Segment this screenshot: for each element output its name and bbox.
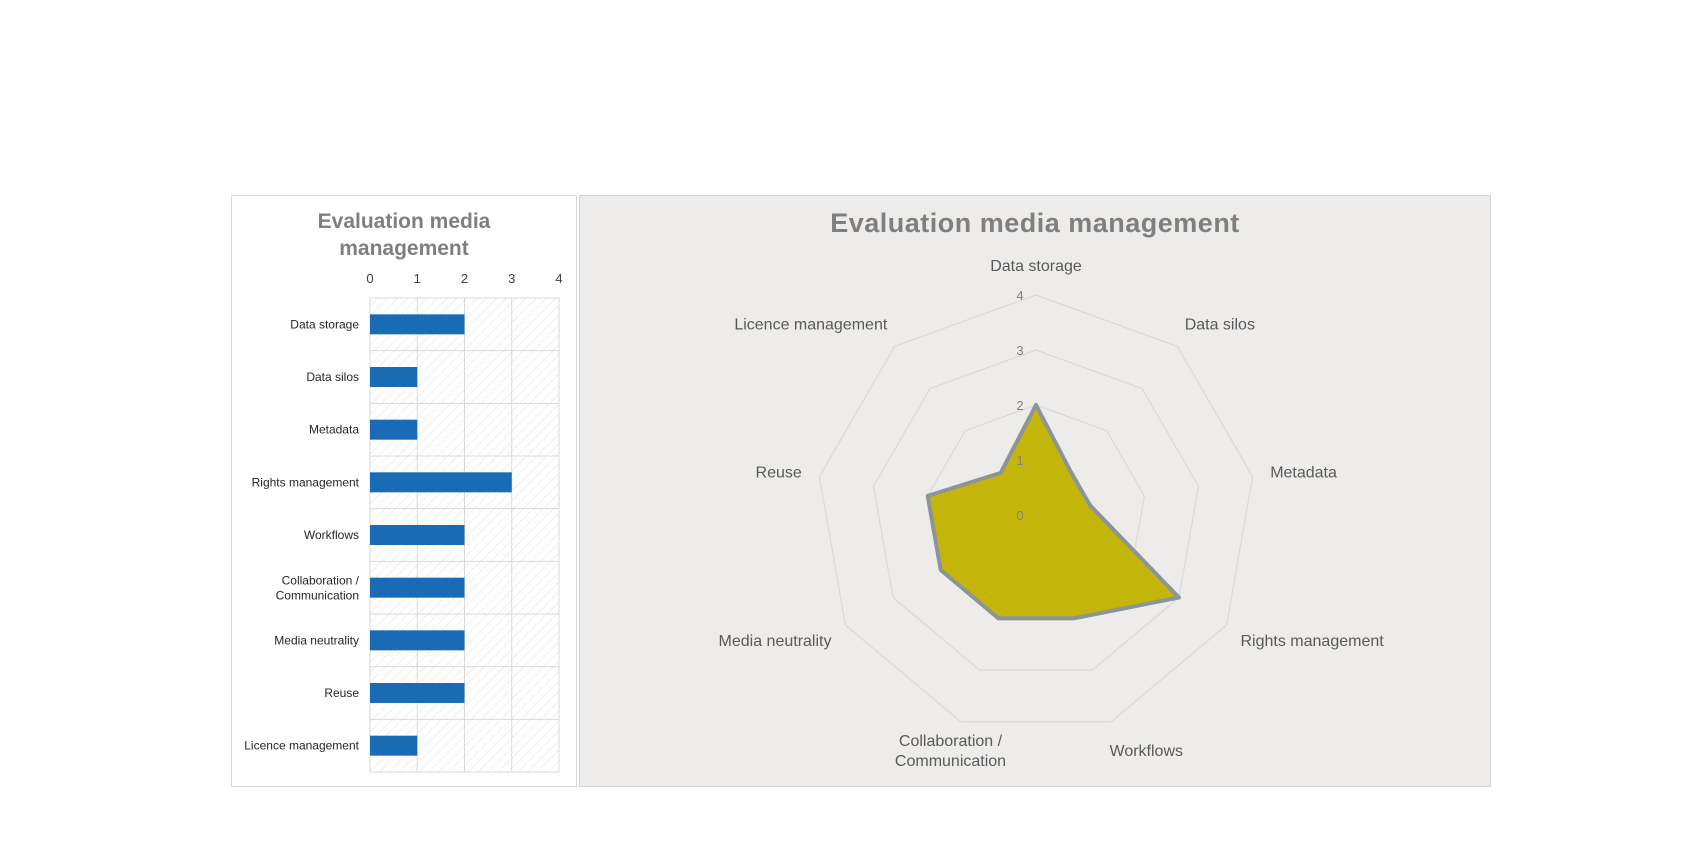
bar <box>370 525 465 545</box>
radar-category-label: Metadata <box>1270 465 1337 482</box>
x-tick-label: 4 <box>555 271 562 286</box>
radar-gridline <box>818 294 1254 723</box>
radar-chart-svg: 0 1 2 3 4 Data storage Data silos Metadata Right… <box>719 258 1385 770</box>
bar <box>370 577 465 598</box>
radar-category-label: Collaboration / Communication <box>895 733 1006 770</box>
x-tick-label: 1 <box>414 271 421 286</box>
x-tick-label: 2 <box>461 271 468 286</box>
bar <box>370 472 512 493</box>
radar-category-label: Reuse <box>756 465 802 482</box>
x-tick-label: 0 <box>366 271 373 286</box>
category-label: Collaboration / Communication <box>276 574 360 603</box>
bar <box>370 683 465 703</box>
category-label: Data silos <box>306 370 359 384</box>
radar-category-label: Data silos <box>1185 316 1255 333</box>
radar-category-label: Media neutrality <box>719 633 832 650</box>
bar <box>370 630 465 651</box>
radar-chart-panel: Evaluation media management 0 1 2 3 4 Data st… <box>579 195 1491 787</box>
category-label: Metadata <box>309 423 359 437</box>
category-label: Reuse <box>324 686 359 700</box>
category-label: Media neutrality <box>274 633 359 647</box>
bar-chart-title: Evaluation media management <box>317 210 491 260</box>
category-label: Licence management <box>244 739 359 753</box>
radar-category-label: Rights management <box>1241 633 1385 650</box>
bar <box>370 419 418 440</box>
x-tick-label: 3 <box>508 271 515 286</box>
radar-tick-label: 4 <box>1016 288 1023 303</box>
radar-gridline <box>872 349 1200 671</box>
radar-category-label: Workflows <box>1110 743 1184 760</box>
category-label: Rights management <box>252 475 360 489</box>
radar-category-label: Data storage <box>990 258 1082 275</box>
radar-tick-label: 2 <box>1016 398 1023 413</box>
category-label: Workflows <box>304 528 359 542</box>
category-label: Data storage <box>290 317 359 331</box>
bar-chart-panel: Evaluation media management 0 1 2 3 4 Data st… <box>231 195 577 787</box>
radar-tick-label: 3 <box>1016 343 1023 358</box>
radar-chart-title: Evaluation media management <box>830 208 1240 238</box>
radar-series-area <box>925 403 1181 621</box>
radar-category-label: Licence management <box>734 316 888 333</box>
radar-tick-label: 1 <box>1016 453 1023 468</box>
bar-chart-svg: 0 1 2 3 4 Data storage Data silos Metadata Right… <box>244 271 563 773</box>
bar <box>370 314 465 335</box>
bar <box>370 367 418 387</box>
bar <box>370 735 418 756</box>
radar-tick-label: 0 <box>1016 508 1023 523</box>
